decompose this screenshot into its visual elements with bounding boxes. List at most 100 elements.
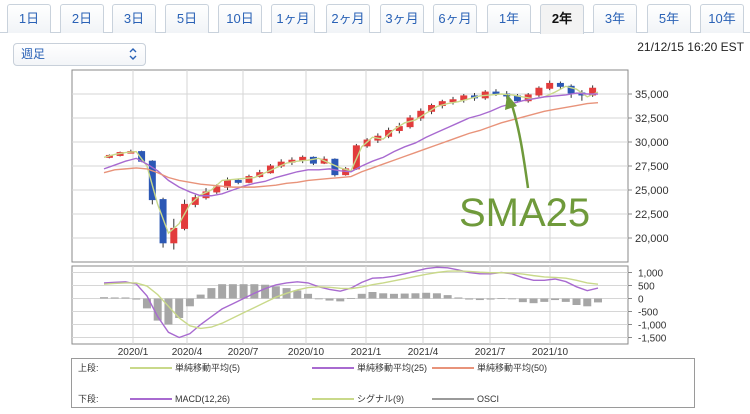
candle bbox=[449, 99, 457, 103]
osci-bar bbox=[551, 298, 560, 301]
osci-bar bbox=[583, 298, 592, 307]
candle bbox=[299, 156, 307, 161]
tab-1日[interactable]: 1日 bbox=[7, 4, 51, 33]
osci-bar bbox=[314, 298, 323, 300]
candle bbox=[148, 160, 156, 201]
candle bbox=[567, 85, 575, 94]
legend-upper-row: 上段: 単純移動平均(5) 単純移動平均(25) 単純移動平均(50) bbox=[72, 361, 694, 375]
candle bbox=[556, 82, 564, 87]
osci-bar bbox=[411, 293, 420, 299]
y-tick-label: 1,000 bbox=[638, 269, 663, 280]
y-tick-label: 500 bbox=[638, 282, 655, 293]
tab-10年[interactable]: 10年 bbox=[700, 4, 744, 33]
osci-bar bbox=[572, 298, 581, 305]
legend-lower-row: 下段: MACD(12,26) シグナル(9) OSCI bbox=[72, 392, 694, 406]
x-tick-label: 2021/4 bbox=[408, 347, 439, 358]
legend-swatch bbox=[432, 366, 474, 369]
tab-3ヶ月[interactable]: 3ヶ月 bbox=[380, 4, 424, 33]
osci-bar bbox=[540, 298, 549, 302]
upper-legend-item: 単純移動平均(5) bbox=[130, 361, 240, 375]
interval-select[interactable]: 週足 bbox=[13, 43, 146, 66]
osci-bar bbox=[207, 288, 216, 299]
legend-label: 単純移動平均(25) bbox=[357, 363, 428, 373]
period-tabs: 1日 2日 3日 5日 10日 1ヶ月 2ヶ月 3ヶ月 6ヶ月 1年 2年 3年 5年 10年 bbox=[0, 0, 750, 34]
legend-upper-label: 上段: bbox=[78, 363, 99, 373]
osci-bar bbox=[529, 298, 538, 304]
legend-label: シグナル(9) bbox=[357, 394, 404, 404]
osci-bar bbox=[175, 298, 184, 318]
osci-bar bbox=[357, 293, 366, 299]
osci-bar bbox=[121, 297, 130, 299]
legend-swatch bbox=[130, 366, 172, 369]
tab-6ヶ月[interactable]: 6ヶ月 bbox=[433, 4, 477, 33]
tab-2ヶ月[interactable]: 2ヶ月 bbox=[326, 4, 370, 33]
tab-2日[interactable]: 2日 bbox=[60, 4, 104, 33]
legend: 上段: 単純移動平均(5) 単純移動平均(25) 単純移動平均(50) 下段: MA… bbox=[71, 358, 695, 408]
y-tick-label: 32,500 bbox=[635, 113, 669, 125]
y-tick-label: 25,000 bbox=[635, 185, 669, 197]
y-tick-label: 27,500 bbox=[635, 161, 669, 173]
osci-bar bbox=[486, 298, 495, 300]
y-tick-label: 22,500 bbox=[635, 209, 669, 221]
tab-2年[interactable]: 2年 bbox=[540, 4, 584, 34]
osci-bar bbox=[271, 286, 280, 299]
candle bbox=[546, 82, 554, 89]
tab-5日[interactable]: 5日 bbox=[165, 4, 209, 33]
annotation-arrow bbox=[509, 101, 530, 189]
osci-bar bbox=[508, 298, 517, 300]
osci-bar bbox=[400, 293, 409, 299]
y-tick-label: -1,500 bbox=[638, 334, 667, 345]
osci-bar bbox=[368, 292, 377, 299]
candle bbox=[245, 176, 253, 183]
osci-bar bbox=[110, 297, 119, 299]
legend-label: OSCI bbox=[477, 394, 500, 404]
sma-line-1 bbox=[103, 92, 598, 197]
legend-label: 単純移動平均(50) bbox=[477, 363, 548, 373]
x-tick-label: 2021/7 bbox=[475, 347, 506, 358]
candle bbox=[535, 87, 543, 96]
candle bbox=[234, 179, 242, 183]
tab-1年[interactable]: 1年 bbox=[487, 4, 531, 33]
osci-bar bbox=[196, 294, 205, 299]
candle bbox=[191, 197, 199, 205]
upper-legend-item: 単純移動平均(25) bbox=[312, 361, 427, 375]
legend-swatch bbox=[312, 397, 354, 400]
osci-bar bbox=[465, 298, 474, 300]
signal-line bbox=[103, 270, 599, 330]
lower-legend-item: シグナル(9) bbox=[312, 392, 404, 406]
osci-bar bbox=[239, 284, 248, 299]
tab-5年[interactable]: 5年 bbox=[647, 4, 691, 33]
osci-bar bbox=[185, 298, 194, 307]
candle bbox=[213, 186, 221, 193]
legend-swatch bbox=[312, 366, 354, 369]
tab-1ヶ月[interactable]: 1ヶ月 bbox=[271, 4, 315, 33]
timestamp: 21/12/15 16:20 EST bbox=[637, 40, 744, 54]
osci-bar bbox=[347, 297, 355, 299]
chevron-updown-icon bbox=[129, 48, 137, 60]
x-tick-label: 2021/10 bbox=[532, 347, 569, 358]
x-tick-label: 2020/10 bbox=[288, 347, 325, 358]
osci-bar bbox=[422, 292, 431, 299]
x-tick-label: 2020/7 bbox=[228, 347, 259, 358]
upper-legend-item: 単純移動平均(50) bbox=[432, 361, 547, 375]
osci-bar bbox=[142, 298, 151, 309]
osci-bar bbox=[432, 293, 441, 299]
x-tick-label: 2021/1 bbox=[351, 347, 382, 358]
legend-swatch bbox=[130, 397, 172, 400]
osci-bar bbox=[443, 295, 452, 299]
tab-10日[interactable]: 10日 bbox=[218, 4, 262, 33]
y-tick-label: 0 bbox=[638, 295, 644, 306]
y-tick-label: -500 bbox=[638, 308, 658, 319]
candle bbox=[363, 139, 371, 147]
osci-bar bbox=[518, 298, 527, 303]
osci-bar bbox=[389, 293, 398, 299]
interval-select-value: 週足 bbox=[21, 47, 46, 61]
y-tick-label: 30,000 bbox=[635, 137, 669, 149]
tab-3日[interactable]: 3日 bbox=[112, 4, 156, 33]
candle bbox=[181, 203, 189, 229]
tab-3年[interactable]: 3年 bbox=[593, 4, 637, 33]
osci-bar bbox=[100, 297, 108, 299]
osci-bar bbox=[132, 298, 141, 300]
osci-bar bbox=[228, 284, 237, 299]
